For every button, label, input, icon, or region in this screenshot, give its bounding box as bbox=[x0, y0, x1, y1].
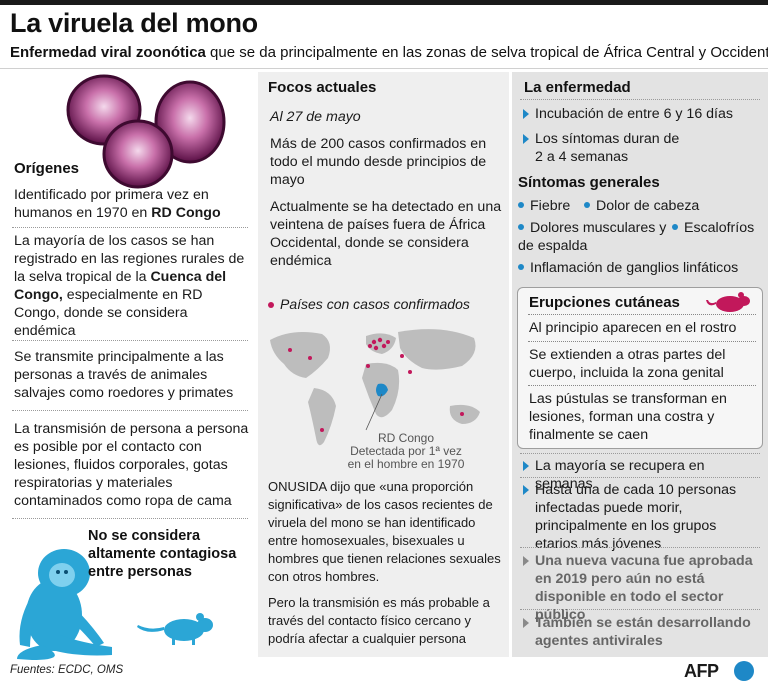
current-outbreaks-heading: Focos actuales bbox=[268, 79, 377, 96]
triangle-bullet-icon bbox=[523, 556, 529, 566]
triangle-bullet-icon bbox=[523, 109, 529, 119]
incubation-text: Incubación de entre 6 y 16 días bbox=[535, 106, 733, 122]
symptom-duration-text: Los síntomas duran de 2 a 4 semanas bbox=[535, 131, 680, 165]
outbreaks-date: Al 27 de mayo bbox=[270, 109, 361, 125]
map-legend: Países con casos confirmados bbox=[268, 296, 470, 312]
triangle-bullet-icon bbox=[523, 485, 529, 495]
page-subtitle: Enfermedad viral zoonótica que se da pri… bbox=[10, 44, 768, 61]
case-dot-icon bbox=[268, 302, 274, 309]
disease-heading: La enfermedad bbox=[524, 79, 631, 96]
outcomes-divider bbox=[520, 477, 760, 478]
page-title: La viruela del mono bbox=[10, 8, 258, 38]
eruptions-separator bbox=[528, 314, 756, 315]
subtitle-bold: Enfermedad viral zoonótica bbox=[10, 44, 206, 61]
vaccine-text: Una nueva vacuna fue aprobada en 2019 pe… bbox=[535, 553, 753, 623]
eruptions-heading: Erupciones cutáneas bbox=[529, 294, 680, 311]
triangle-bullet-icon bbox=[523, 461, 529, 471]
origins-item-4: La transmisión de persona a persona es p… bbox=[14, 421, 249, 509]
origins-item-3: Se transmite principalmente a las person… bbox=[14, 349, 234, 401]
eruption-step-3: Las pústulas se transforman en lesiones,… bbox=[529, 391, 727, 443]
origins-separator bbox=[12, 410, 248, 411]
world-map bbox=[270, 329, 480, 446]
sources-credit: Fuentes: ECDC, OMS bbox=[10, 664, 124, 676]
rodent-icon bbox=[706, 292, 750, 312]
symptom-fever: Fiebre bbox=[518, 197, 570, 215]
afp-logo: AFP bbox=[684, 660, 760, 682]
symptom-chills: Escalofríos bbox=[672, 219, 754, 237]
origins-separator bbox=[12, 518, 248, 519]
dot-bullet-icon bbox=[518, 224, 524, 231]
recovery-text: La mayoría se recupera en semanas bbox=[535, 458, 705, 492]
mortality-text: Hasta una de cada 10 personas infectadas… bbox=[535, 482, 737, 552]
onusida-quote: ONUSIDA dijo que «una proporción signifi… bbox=[268, 479, 501, 584]
not-contagious-note: No se considera altamente contagiosa ent… bbox=[88, 528, 237, 580]
symptom-muscle-pain: Dolores musculares y de espalda bbox=[518, 220, 667, 254]
origins-heading: Orígenes bbox=[14, 160, 80, 177]
subtitle-rest: que se da principalmente en las zonas de… bbox=[205, 44, 768, 61]
eruption-step-1: Al principio aparecen en el rostro bbox=[529, 320, 737, 336]
map-label-rd-congo: RD Congo Detectada por 1ª vez en el hombre… bbox=[347, 431, 465, 471]
outbreaks-cases-text: Más de 200 casos confirmados en todo el … bbox=[270, 136, 487, 188]
eruption-step-2: Se extienden a otras partes del cuerpo, … bbox=[529, 347, 726, 381]
dot-bullet-icon bbox=[518, 202, 524, 209]
origins-item-2: La mayoría de los casos se han registrad… bbox=[14, 233, 245, 339]
eruptions-separator bbox=[528, 385, 756, 386]
dot-bullet-icon bbox=[584, 202, 590, 209]
origins-item-1: Identificado por primera vez en humanos … bbox=[14, 187, 221, 221]
outbreaks-countries-text: Actualmente se ha detectado en una veint… bbox=[270, 199, 502, 269]
symptom-headache: Dolor de cabeza bbox=[584, 197, 699, 215]
virus-illustration bbox=[66, 74, 226, 189]
origins-separator bbox=[12, 340, 248, 341]
monkey-and-rodent-illustration bbox=[17, 549, 213, 660]
outcomes-divider bbox=[520, 453, 760, 454]
symptom-lymph-nodes: Inflamación de ganglios linfáticos bbox=[518, 259, 763, 277]
triangle-bullet-icon bbox=[523, 618, 529, 628]
header-divider bbox=[0, 68, 768, 69]
eruptions-separator bbox=[528, 341, 756, 342]
disease-divider bbox=[520, 99, 760, 100]
triangle-bullet-icon bbox=[523, 134, 529, 144]
origins-separator bbox=[12, 227, 248, 228]
dot-bullet-icon bbox=[518, 264, 524, 271]
transmission-note: Pero la transmisión es más probable a tr… bbox=[268, 595, 490, 646]
symptoms-heading: Síntomas generales bbox=[518, 174, 660, 191]
antivirals-text: También se están desarrollando agentes a… bbox=[535, 615, 751, 649]
afp-globe-icon bbox=[734, 661, 754, 681]
top-bar bbox=[0, 0, 768, 5]
outcomes-divider bbox=[520, 547, 760, 548]
notes-divider bbox=[520, 609, 760, 610]
dot-bullet-icon bbox=[672, 224, 678, 231]
